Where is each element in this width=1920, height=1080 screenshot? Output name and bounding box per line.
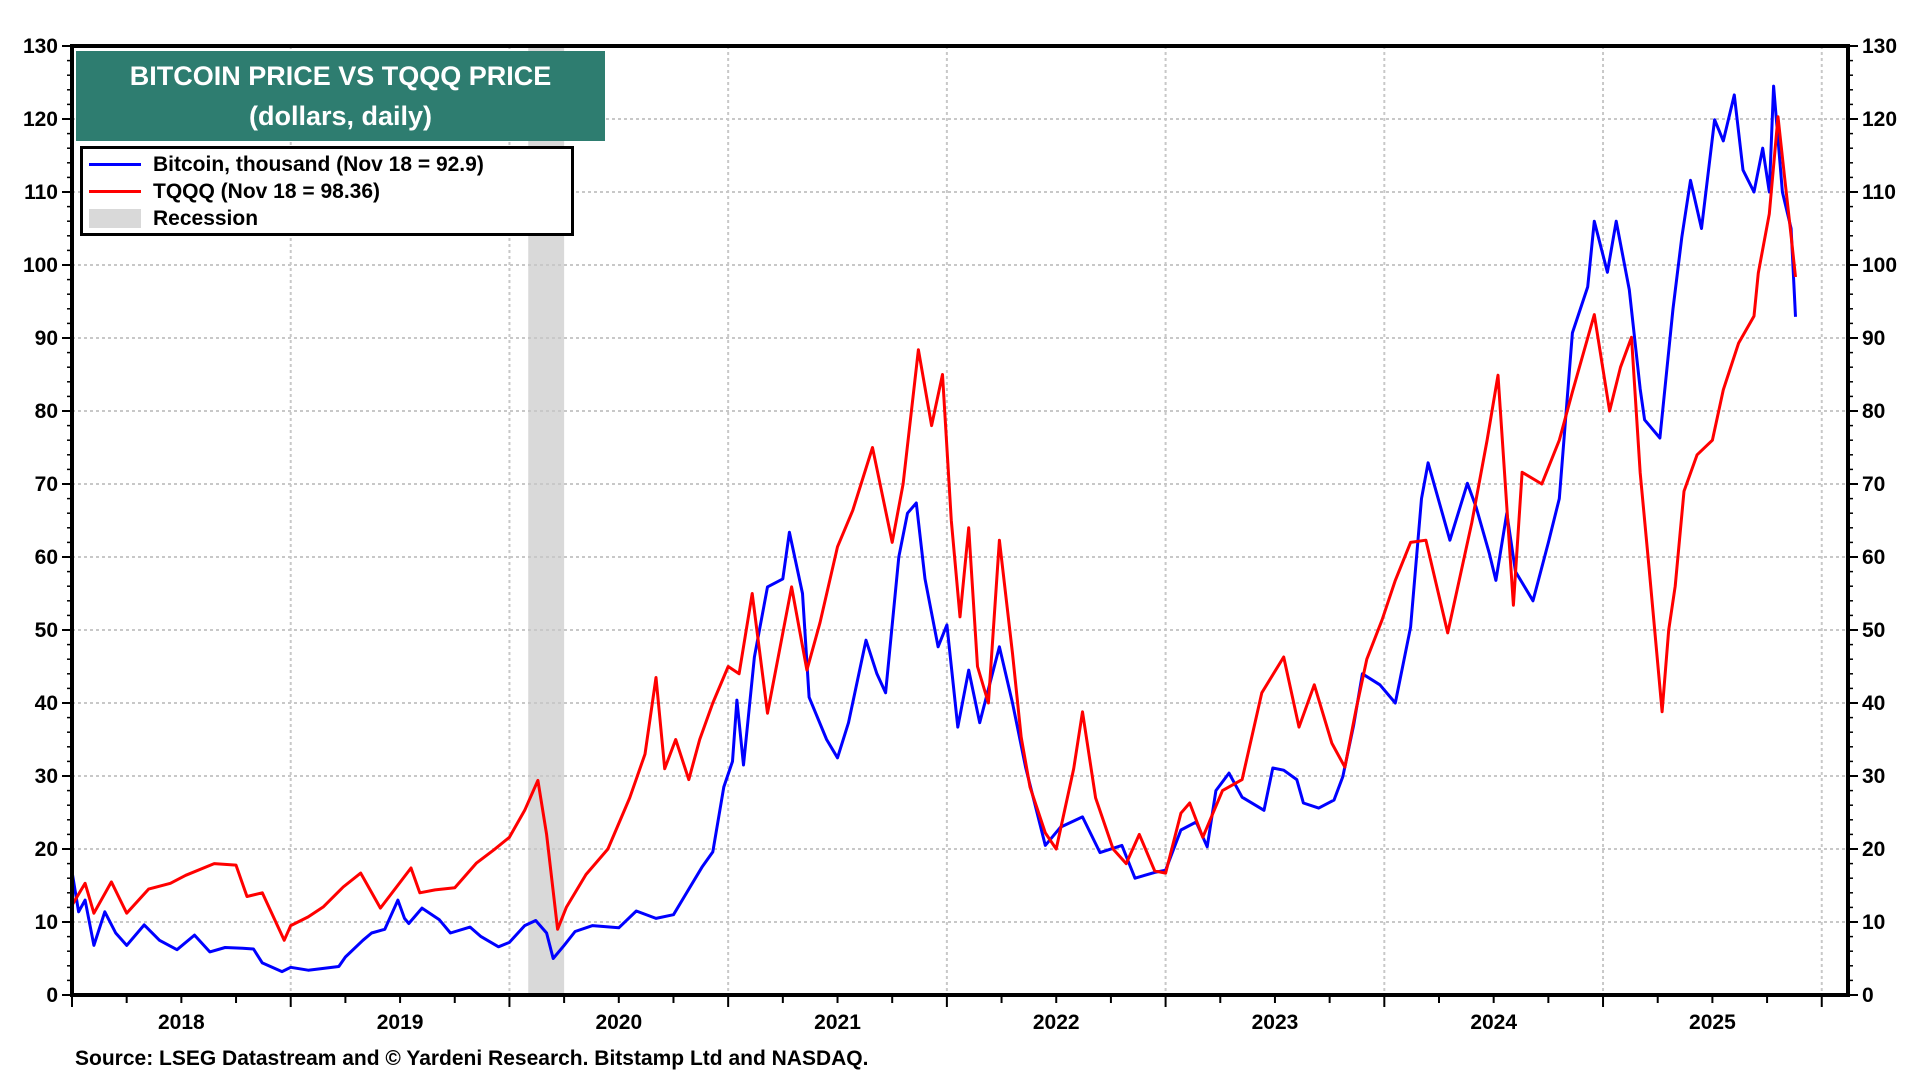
y-tick-label-right: 20 (1862, 838, 1885, 861)
y-tick-label-left: 110 (24, 181, 58, 204)
y-tick-label-left: 30 (35, 765, 58, 788)
x-tick-label: 2021 (814, 1011, 861, 1034)
y-tick-label-left: 100 (23, 254, 58, 277)
bitcoin-line (70, 84, 1797, 974)
legend-item-tqqq: TQQQ (Nov 18 = 98.36) (89, 178, 380, 205)
x-tick-label: 2025 (1689, 1011, 1736, 1034)
legend-label-tqqq: TQQQ (Nov 18 = 98.36) (153, 179, 381, 203)
chart-subtitle: (dollars, daily) (248, 101, 433, 131)
plot-border (70, 44, 1850, 997)
legend-swatch-bitcoin (89, 163, 141, 166)
y-tick-label-left: 120 (23, 108, 58, 131)
legend-item-recession: Recession (89, 205, 258, 232)
series-lines (70, 84, 1797, 974)
y-tick-label-right: 50 (1862, 619, 1885, 642)
y-tick-label-left: 90 (35, 327, 58, 350)
y-tick-label-right: 10 (1862, 911, 1885, 934)
chart-title: BITCOIN PRICE VS TQQQ PRICE (129, 61, 552, 91)
x-axis: 2018 2019 2020 2021 2022 2023 2024 2025 (71, 995, 1823, 1034)
y-tick-label-left: 50 (35, 619, 58, 642)
legend-swatch-recession (89, 209, 141, 228)
x-tick-label: 2018 (158, 1011, 205, 1034)
legend-item-bitcoin: Bitcoin, thousand (Nov 18 = 92.9) (89, 151, 484, 178)
y-tick-label-right: 120 (1862, 108, 1897, 131)
y-tick-label-left: 10 (35, 911, 58, 934)
tqqq-line (70, 115, 1797, 942)
x-tick-label: 2019 (377, 1011, 424, 1034)
y-tick-label-right: 0 (1862, 984, 1874, 1007)
plot-frame (70, 44, 1850, 997)
y-tick-label-right: 110 (1862, 181, 1896, 204)
y-tick-label-left: 130 (23, 35, 58, 58)
y-tick-label-left: 60 (35, 546, 58, 569)
legend-label-recession: Recession (153, 206, 259, 230)
y-tick-label-right: 70 (1862, 473, 1885, 496)
x-tick-label: 2024 (1470, 1011, 1517, 1034)
source-footer: Source: LSEG Datastream and © Yardeni Re… (75, 1047, 869, 1070)
legend: Bitcoin, thousand (Nov 18 = 92.9) TQQQ (… (80, 146, 574, 236)
legend-swatch-tqqq (89, 190, 141, 193)
y-tick-label-left: 40 (35, 692, 58, 715)
y-tick-label-right: 100 (1862, 254, 1897, 277)
y-tick-label-right: 40 (1862, 692, 1885, 715)
y-tick-label-right: 80 (1862, 400, 1885, 423)
chart-title-box: BITCOIN PRICE VS TQQQ PRICE (dollars, da… (76, 51, 605, 141)
y-tick-label-left: 20 (35, 838, 58, 861)
legend-label-bitcoin: Bitcoin, thousand (Nov 18 = 92.9) (153, 152, 484, 176)
y-tick-label-left: 80 (35, 400, 58, 423)
x-tick-label: 2020 (595, 1011, 642, 1034)
y-tick-label-right: 30 (1862, 765, 1885, 788)
x-tick-label: 2022 (1033, 1011, 1080, 1034)
y-tick-label-right: 90 (1862, 327, 1885, 350)
y-axis-left: 0 10 20 30 40 50 60 70 80 90 100 110 120 130 (23, 35, 72, 1007)
y-tick-label-right: 60 (1862, 546, 1885, 569)
y-axis-right: 0 10 20 30 40 50 60 70 80 90 100 110 120 130 (1848, 35, 1897, 1007)
y-tick-label-left: 70 (35, 473, 58, 496)
y-tick-label-left: 0 (46, 984, 58, 1007)
x-tick-label: 2023 (1252, 1011, 1299, 1034)
y-tick-label-right: 130 (1862, 35, 1897, 58)
